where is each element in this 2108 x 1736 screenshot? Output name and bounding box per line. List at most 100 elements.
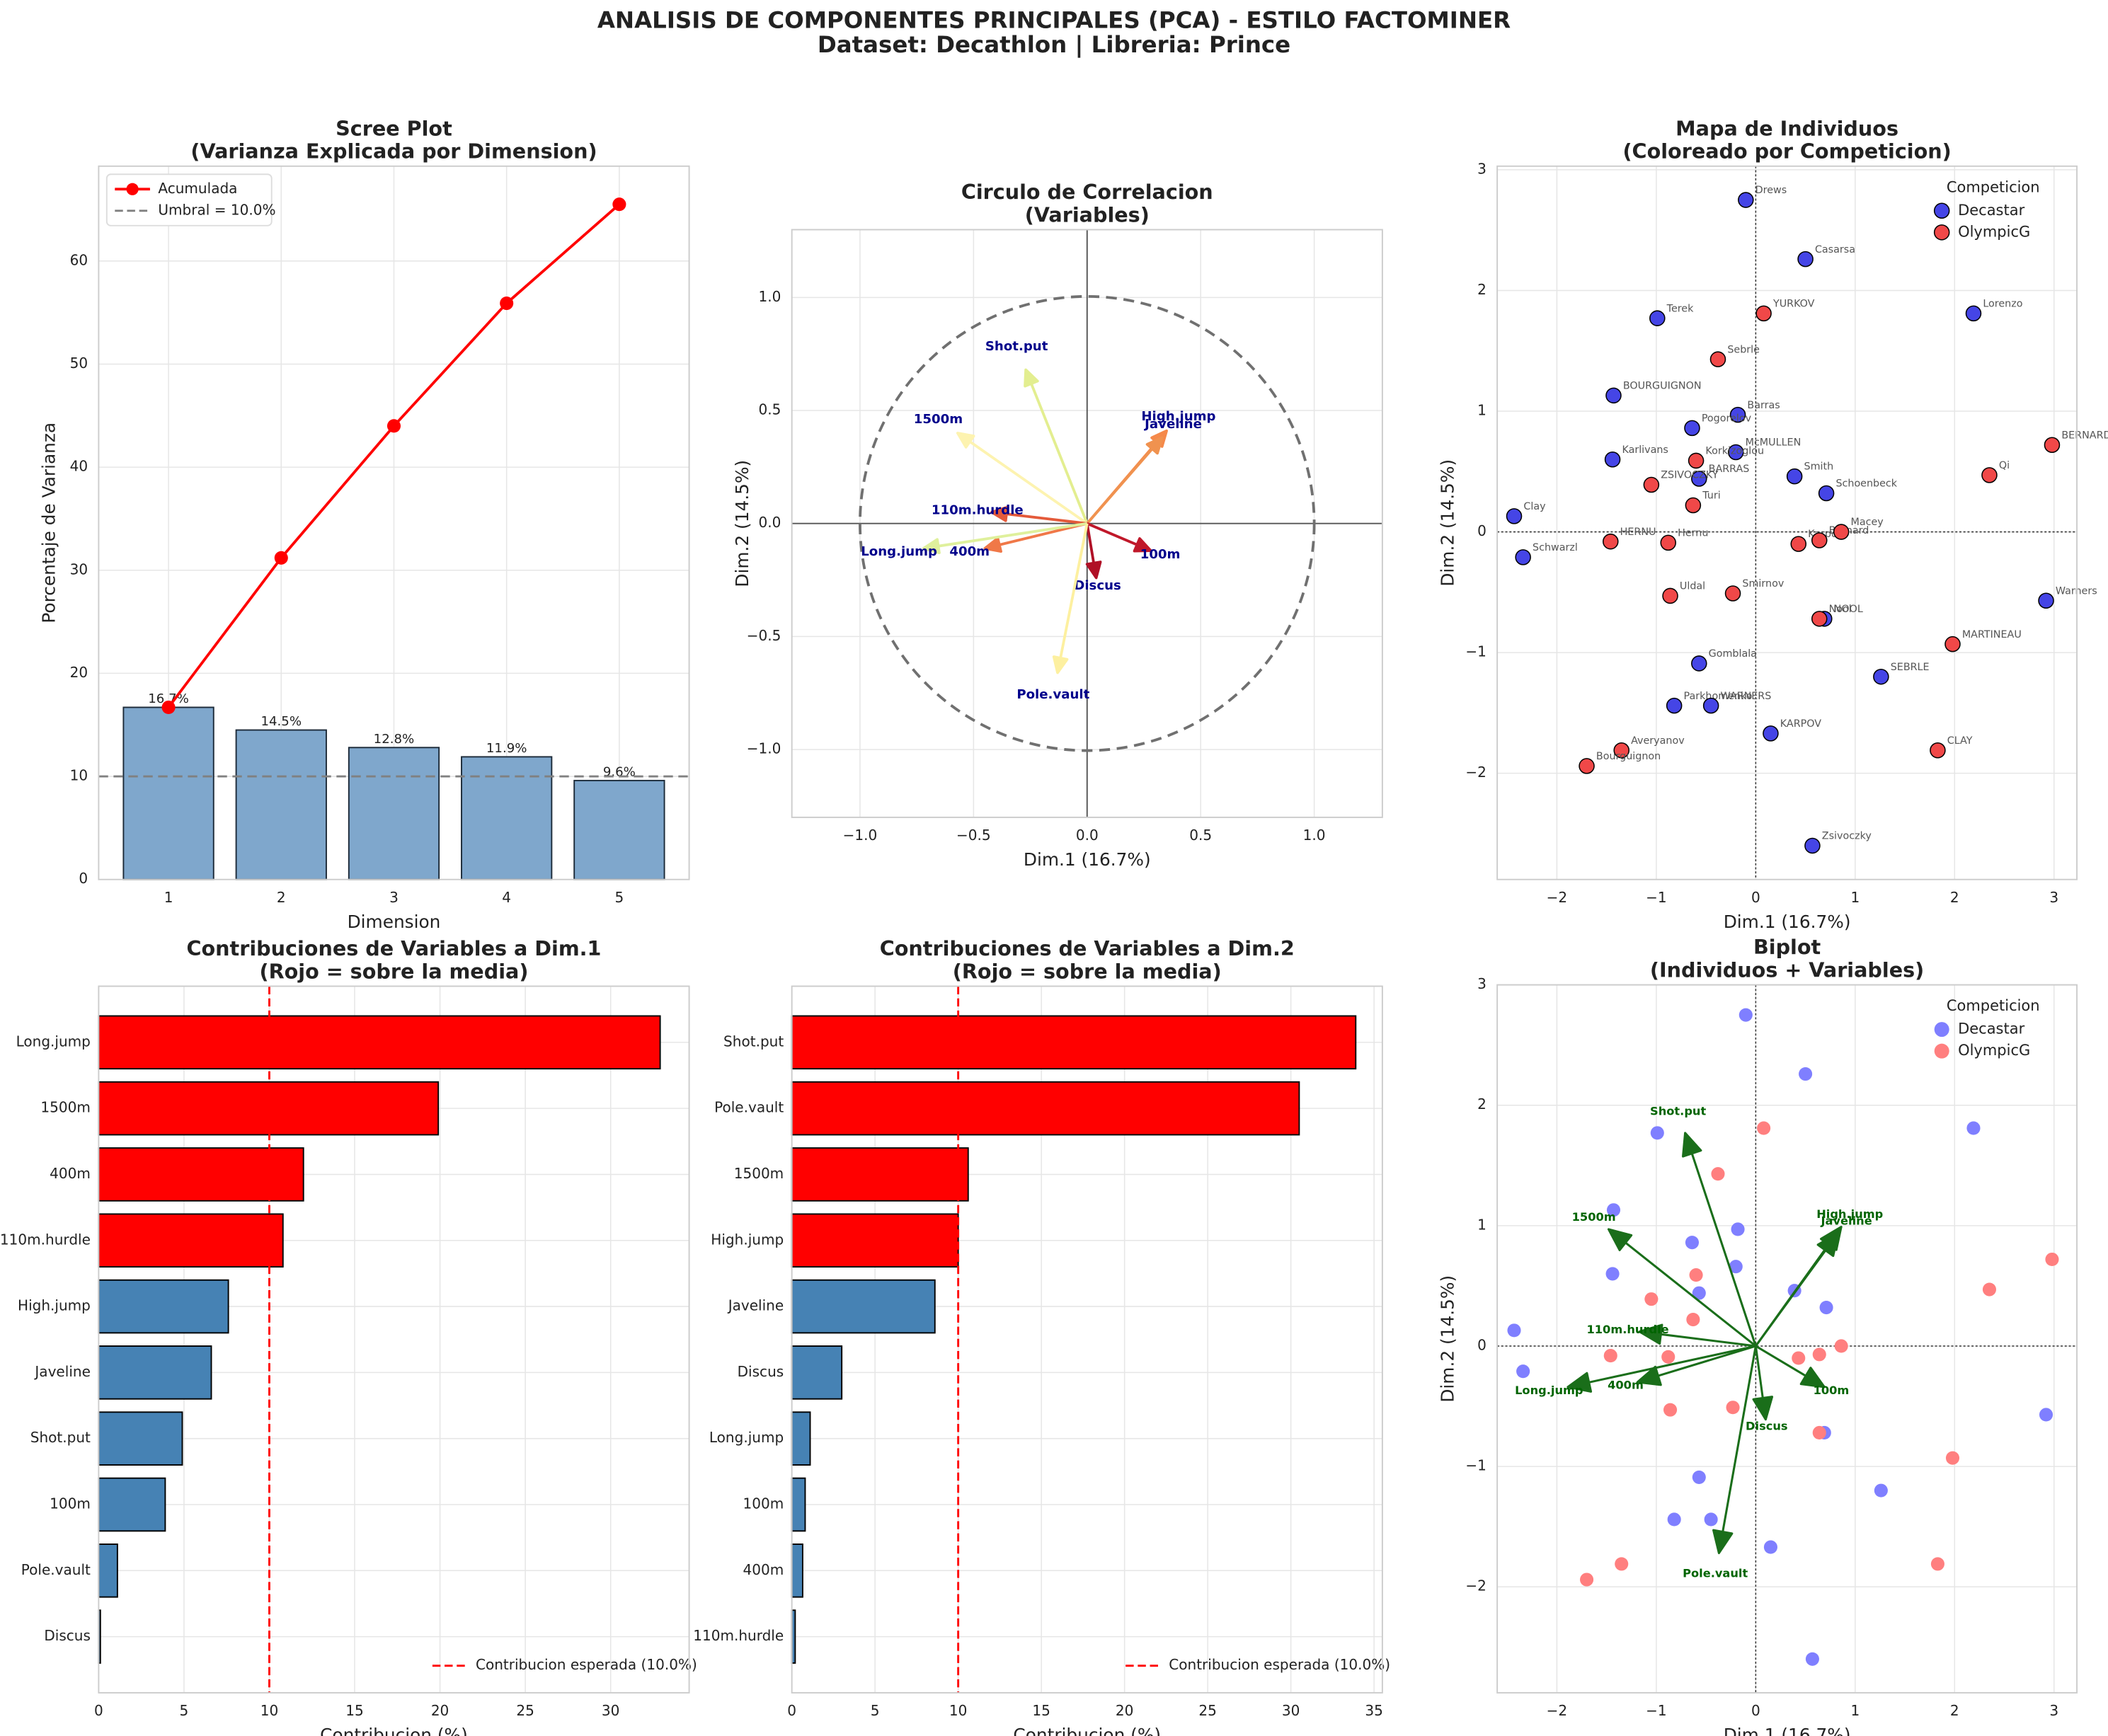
bar <box>573 779 665 880</box>
point-label: Karlivans <box>1622 444 1668 456</box>
x-tick-label: 0 <box>787 1702 796 1719</box>
variable-label: Pole.vault <box>1016 687 1089 702</box>
y-tick-label: −1 <box>1465 643 1487 660</box>
y-tick-label: Long.jump <box>16 1033 91 1050</box>
bar <box>235 729 327 880</box>
point-label: Smith <box>1804 461 1834 473</box>
point <box>1688 452 1705 469</box>
point-label: Bourguignon <box>1596 751 1661 762</box>
point <box>1685 497 1702 514</box>
point <box>1786 468 1803 485</box>
point-label: Parkhomenko <box>1684 691 1753 702</box>
bar <box>791 1345 843 1400</box>
x-tick-label: 0 <box>1751 889 1760 906</box>
point <box>1738 192 1754 208</box>
point-label: Averyanov <box>1631 735 1685 747</box>
point <box>1709 351 1726 367</box>
variable-label: 1500m <box>914 412 963 427</box>
axes-frame <box>1496 984 2078 1694</box>
point <box>1965 305 1982 322</box>
variable-label: Shot.put <box>1650 1104 1706 1117</box>
point-label: Drews <box>1755 185 1787 196</box>
point-label: Sebrle <box>1727 344 1760 355</box>
point-label: Smirnov <box>1742 578 1784 590</box>
chart-title: Contribuciones de Variables a Dim.1 <box>186 936 601 960</box>
x-tick-label: −2 <box>1547 889 1568 906</box>
point <box>1966 1121 1981 1135</box>
bar <box>461 756 553 880</box>
y-tick-label: 50 <box>70 355 88 372</box>
point <box>1643 476 1660 493</box>
bar <box>791 1279 936 1334</box>
point <box>1684 420 1700 437</box>
chart-title: (Rojo = sobre la media) <box>260 959 529 983</box>
y-tick-label: −1.0 <box>747 740 781 757</box>
y-tick-label: 0.0 <box>759 514 781 531</box>
point <box>1613 742 1629 759</box>
axes-frame <box>791 229 1383 818</box>
x-tick-label: 5 <box>615 889 624 906</box>
point <box>1819 1300 1833 1315</box>
y-tick-label: 110m.hurdle <box>0 1231 91 1248</box>
y-tick-label: 2 <box>1477 1096 1487 1113</box>
x-tick-label: 30 <box>602 1702 619 1719</box>
point <box>1818 485 1835 502</box>
point-label: Macey <box>1851 517 1884 528</box>
y-tick-label: Shot.put <box>30 1429 91 1446</box>
point <box>1945 1451 1960 1465</box>
value-label: 14.5% <box>260 714 302 729</box>
point <box>1605 387 1622 404</box>
x-axis-label: Dim.1 (16.7%) <box>1724 912 1851 932</box>
point <box>1663 1403 1678 1417</box>
chart-title: (Rojo = sobre la media) <box>953 959 1222 983</box>
point <box>1615 1557 1629 1571</box>
variable-arrow <box>1636 1345 1756 1386</box>
y-tick-label: 3 <box>1477 975 1487 992</box>
x-axis-label: Dim.1 (16.7%) <box>1724 1725 1851 1736</box>
bar <box>791 1081 1300 1136</box>
y-tick-label: 10 <box>70 767 88 784</box>
y-tick-label: Discus <box>44 1627 91 1644</box>
x-tick-label: −2 <box>1547 1702 1568 1719</box>
variable-label: 110m.hurdle <box>932 502 1024 517</box>
variable-label: Discus <box>1074 578 1121 593</box>
bar <box>98 1015 661 1070</box>
axes-frame <box>791 985 1383 1694</box>
point <box>1729 406 1746 423</box>
value-label: 11.9% <box>486 741 527 756</box>
variable-arrow <box>1086 436 1164 524</box>
cumulative-point <box>612 197 626 212</box>
point <box>1804 837 1821 854</box>
point-label: Qi <box>1999 460 2010 471</box>
y-tick-label: 100m <box>50 1495 91 1512</box>
point <box>1516 1364 1530 1379</box>
point <box>1757 1121 1771 1135</box>
point <box>1755 305 1772 322</box>
legend-label: Decastar <box>1958 202 2024 219</box>
y-tick-label: 400m <box>743 1561 784 1578</box>
y-tick-label: 100m <box>743 1495 784 1512</box>
y-axis-label: Dim.2 (14.5%) <box>1437 1275 1457 1403</box>
y-tick-label: Javeline <box>727 1297 784 1314</box>
point <box>1873 668 1889 685</box>
x-tick-label: 0.0 <box>1076 827 1099 844</box>
point <box>1731 1222 1745 1236</box>
variable-arrow <box>1755 1231 1840 1347</box>
point <box>1729 1260 1743 1274</box>
legend-marker <box>1934 1022 1949 1037</box>
variable-arrow <box>956 432 1088 525</box>
point <box>1724 585 1741 602</box>
variable-arrow <box>1566 1345 1756 1393</box>
point <box>1944 636 1961 653</box>
x-tick-label: 0 <box>94 1702 103 1719</box>
point-label: Schoenbeck <box>1835 478 1897 490</box>
x-tick-label: 2 <box>277 889 286 906</box>
legend-label: OlympicG <box>1958 223 2030 240</box>
point-label: Turi <box>1702 490 1720 502</box>
point <box>1692 1470 1706 1484</box>
x-tick-label: −1 <box>1646 1702 1667 1719</box>
point-label: Casarsa <box>1815 244 1855 255</box>
y-tick-label: 400m <box>50 1165 91 1182</box>
variable-label: 110m.hurdle <box>1586 1323 1668 1336</box>
bar <box>791 1411 811 1466</box>
